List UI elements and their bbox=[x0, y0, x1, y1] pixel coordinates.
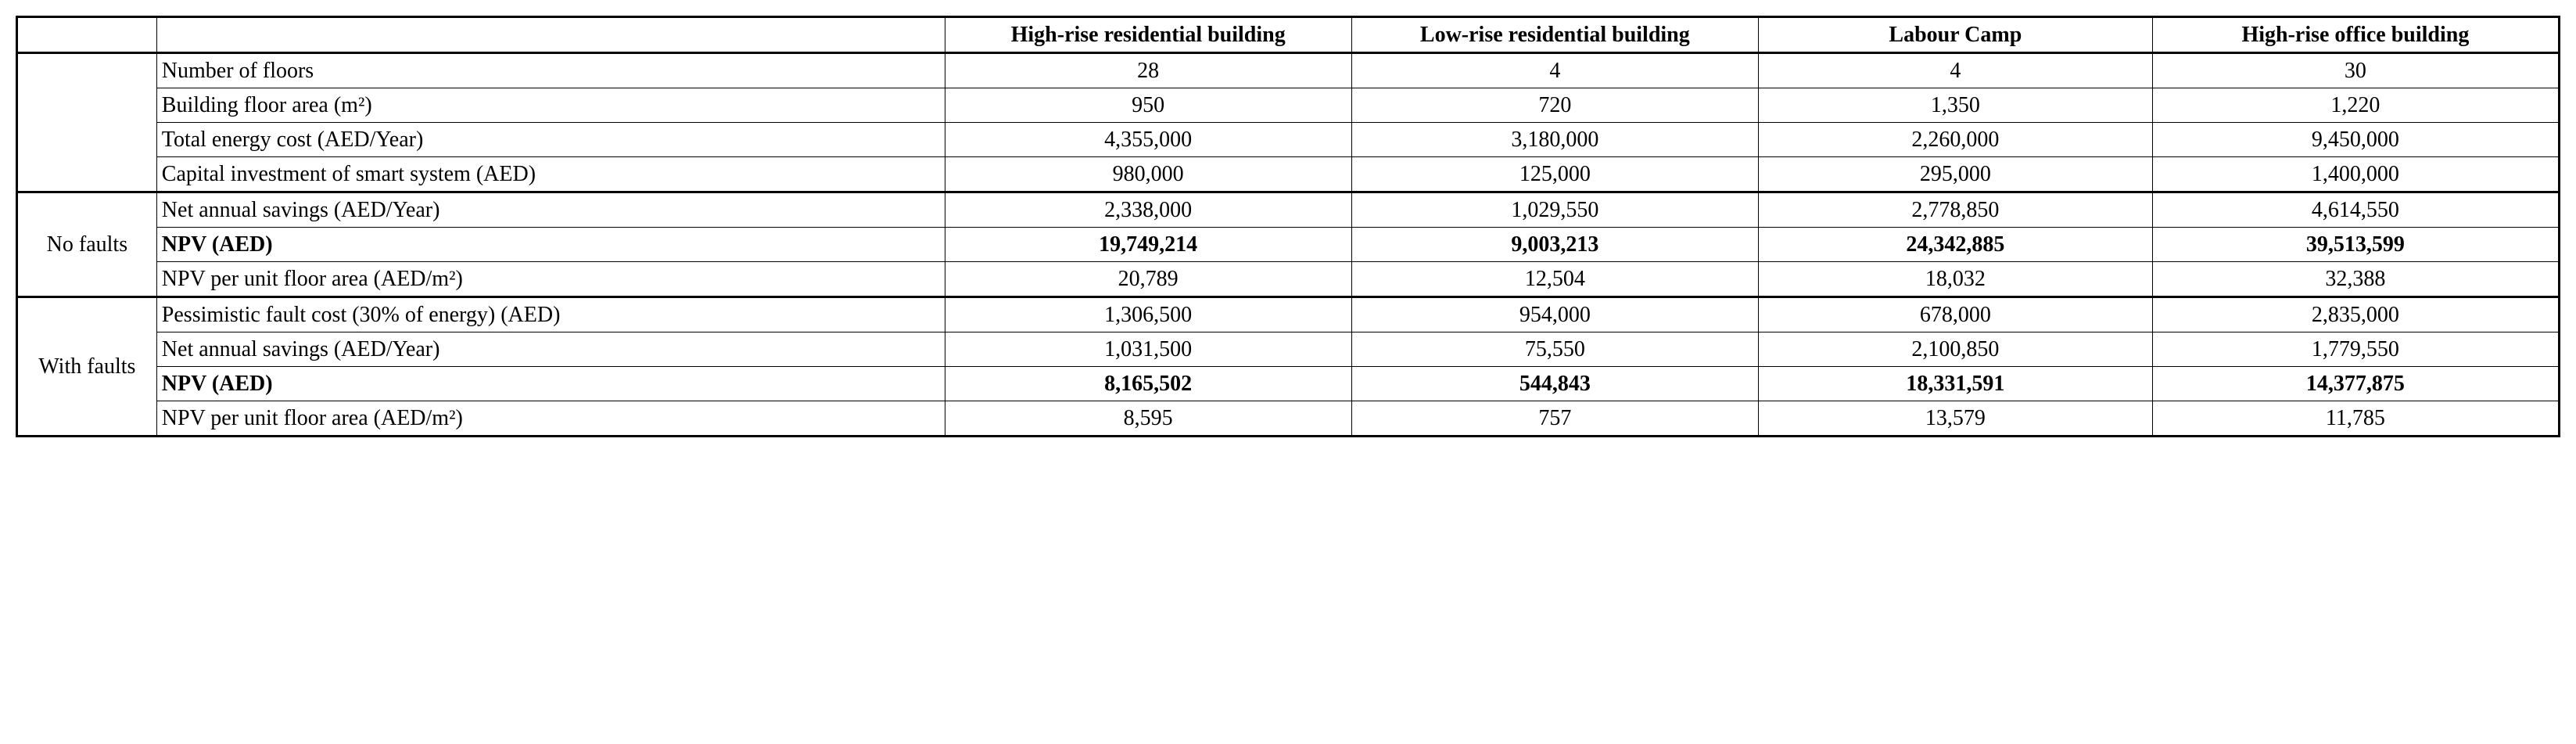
table-row: Net annual savings (AED/Year) 1,031,500 … bbox=[17, 332, 2560, 367]
table-row: Number of floors 28 4 4 30 bbox=[17, 53, 2560, 88]
row-value: 18,331,591 bbox=[1758, 367, 2152, 401]
row-value: 1,029,550 bbox=[1351, 192, 1758, 228]
row-label: Number of floors bbox=[156, 53, 945, 88]
row-value: 19,749,214 bbox=[945, 228, 1351, 262]
header-col-1: High-rise residential building bbox=[945, 17, 1351, 53]
table-row: NPV (AED) 8,165,502 544,843 18,331,591 1… bbox=[17, 367, 2560, 401]
row-value: 2,100,850 bbox=[1758, 332, 2152, 367]
row-value: 950 bbox=[945, 88, 1351, 123]
row-value: 30 bbox=[2152, 53, 2559, 88]
row-value: 12,504 bbox=[1351, 262, 1758, 297]
row-value: 39,513,599 bbox=[2152, 228, 2559, 262]
row-label: Net annual savings (AED/Year) bbox=[156, 192, 945, 228]
row-value: 678,000 bbox=[1758, 297, 2152, 332]
row-value: 14,377,875 bbox=[2152, 367, 2559, 401]
table-row: NPV per unit floor area (AED/m²) 8,595 7… bbox=[17, 401, 2560, 437]
row-label: Capital investment of smart system (AED) bbox=[156, 157, 945, 192]
table-row: Capital investment of smart system (AED)… bbox=[17, 157, 2560, 192]
table-row: Building floor area (m²) 950 720 1,350 1… bbox=[17, 88, 2560, 123]
row-value: 1,350 bbox=[1758, 88, 2152, 123]
row-label: NPV (AED) bbox=[156, 228, 945, 262]
table-row: NPV per unit floor area (AED/m²) 20,789 … bbox=[17, 262, 2560, 297]
row-value: 20,789 bbox=[945, 262, 1351, 297]
row-value: 954,000 bbox=[1351, 297, 1758, 332]
row-value: 720 bbox=[1351, 88, 1758, 123]
row-value: 1,400,000 bbox=[2152, 157, 2559, 192]
header-col-4: High-rise office building bbox=[2152, 17, 2559, 53]
row-label: NPV (AED) bbox=[156, 367, 945, 401]
row-label: Total energy cost (AED/Year) bbox=[156, 123, 945, 157]
row-value: 18,032 bbox=[1758, 262, 2152, 297]
row-value: 8,595 bbox=[945, 401, 1351, 437]
row-value: 544,843 bbox=[1351, 367, 1758, 401]
row-value: 2,835,000 bbox=[2152, 297, 2559, 332]
row-value: 2,260,000 bbox=[1758, 123, 2152, 157]
table-row: Total energy cost (AED/Year) 4,355,000 3… bbox=[17, 123, 2560, 157]
row-value: 757 bbox=[1351, 401, 1758, 437]
row-value: 28 bbox=[945, 53, 1351, 88]
row-value: 11,785 bbox=[2152, 401, 2559, 437]
row-value: 1,306,500 bbox=[945, 297, 1351, 332]
row-value: 8,165,502 bbox=[945, 367, 1351, 401]
row-value: 24,342,885 bbox=[1758, 228, 2152, 262]
row-value: 4 bbox=[1351, 53, 1758, 88]
row-value: 2,338,000 bbox=[945, 192, 1351, 228]
row-value: 980,000 bbox=[945, 157, 1351, 192]
row-label: Pessimistic fault cost (30% of energy) (… bbox=[156, 297, 945, 332]
table-row: NPV (AED) 19,749,214 9,003,213 24,342,88… bbox=[17, 228, 2560, 262]
row-value: 295,000 bbox=[1758, 157, 2152, 192]
row-label: NPV per unit floor area (AED/m²) bbox=[156, 401, 945, 437]
header-label-blank bbox=[156, 17, 945, 53]
header-col-2: Low-rise residential building bbox=[1351, 17, 1758, 53]
group-cell-with-faults: With faults bbox=[17, 297, 157, 437]
row-value: 1,031,500 bbox=[945, 332, 1351, 367]
header-col-3: Labour Camp bbox=[1758, 17, 2152, 53]
row-value: 4 bbox=[1758, 53, 2152, 88]
row-value: 1,779,550 bbox=[2152, 332, 2559, 367]
npv-comparison-table: High-rise residential building Low-rise … bbox=[16, 16, 2560, 437]
row-value: 9,450,000 bbox=[2152, 123, 2559, 157]
row-value: 2,778,850 bbox=[1758, 192, 2152, 228]
group-cell-no-faults: No faults bbox=[17, 192, 157, 297]
row-value: 4,355,000 bbox=[945, 123, 1351, 157]
row-value: 75,550 bbox=[1351, 332, 1758, 367]
row-label: NPV per unit floor area (AED/m²) bbox=[156, 262, 945, 297]
row-value: 1,220 bbox=[2152, 88, 2559, 123]
row-value: 32,388 bbox=[2152, 262, 2559, 297]
table-row: With faults Pessimistic fault cost (30% … bbox=[17, 297, 2560, 332]
row-value: 125,000 bbox=[1351, 157, 1758, 192]
table-header-row: High-rise residential building Low-rise … bbox=[17, 17, 2560, 53]
row-value: 13,579 bbox=[1758, 401, 2152, 437]
table-row: No faults Net annual savings (AED/Year) … bbox=[17, 192, 2560, 228]
row-label: Net annual savings (AED/Year) bbox=[156, 332, 945, 367]
row-value: 4,614,550 bbox=[2152, 192, 2559, 228]
group-cell-none bbox=[17, 53, 157, 192]
row-label: Building floor area (m²) bbox=[156, 88, 945, 123]
row-value: 3,180,000 bbox=[1351, 123, 1758, 157]
header-group-blank bbox=[17, 17, 157, 53]
row-value: 9,003,213 bbox=[1351, 228, 1758, 262]
